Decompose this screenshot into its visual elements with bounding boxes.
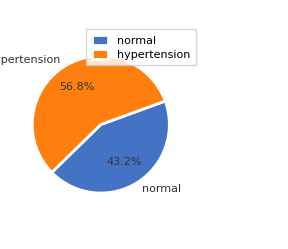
Wedge shape <box>52 101 169 193</box>
Text: 43.2%: 43.2% <box>107 157 142 167</box>
Text: 56.8%: 56.8% <box>59 82 95 92</box>
Text: normal: normal <box>142 185 181 194</box>
Wedge shape <box>32 56 165 172</box>
Text: hypertension: hypertension <box>0 55 60 64</box>
Legend: normal, hypertension: normal, hypertension <box>86 29 196 65</box>
